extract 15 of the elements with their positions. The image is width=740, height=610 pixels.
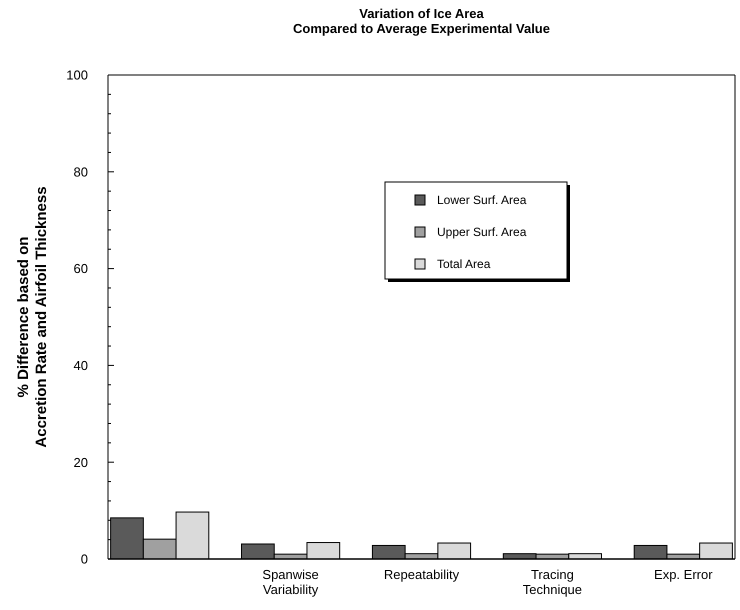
legend-label: Total Area [437,257,491,272]
x-tick-label: Exp. Error [654,567,714,582]
x-tick-label: Spanwise Variability [262,567,319,597]
y-tick-label: 100 [66,68,88,83]
chart-title: Variation of Ice Area Compared to Average Experimental Value [293,6,550,36]
y-tick-label: 20 [74,454,88,470]
y-tick-label: 0 [80,552,88,567]
y-tick-label: 80 [74,164,88,180]
x-tick-label: Repeatability [384,567,460,582]
x-tick-label: Tracing Technique [522,567,582,597]
legend-label: Upper Surf. Area [437,225,527,240]
legend-label: Lower Surf. Area [437,193,527,208]
y-axis-title: % Difference based on Accretion Rate and Airfoil Thickness [15,186,50,448]
y-tick-label: 60 [74,261,88,276]
y-tick-label: 40 [74,358,88,373]
